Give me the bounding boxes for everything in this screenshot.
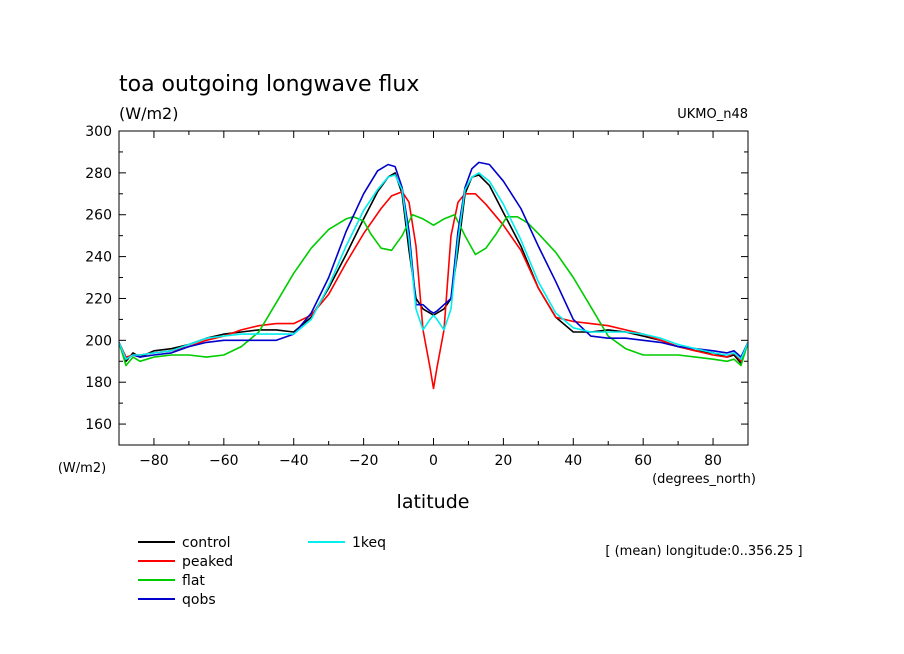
footnote: [ (mean) longitude:0..356.25 ] [605,544,802,559]
model-label: UKMO_n48 [677,107,748,122]
x-tick-label: −60 [209,453,239,469]
x-tick-label: 0 [429,453,438,469]
series-line-flat [119,213,748,367]
y-tick-label: 240 [85,250,112,266]
y-tick-label: 220 [85,291,112,307]
legend-label: flat [182,573,205,589]
x-tick-label: −80 [139,453,169,469]
units-label: (W/m2) [119,104,178,123]
x-tick-label: 20 [494,453,512,469]
series-line-1keq [119,172,748,360]
legend-label: qobs [182,592,216,608]
x-axis-label: latitude [397,491,470,513]
plot-lines [119,161,748,390]
legend-label: control [182,535,231,551]
legend: control peaked flat qobs 1keq [138,535,386,608]
x-axis-units: (degrees_north) [652,472,756,487]
y-tick-label: 200 [85,333,112,349]
series-line-control [119,172,748,365]
plot-frame [118,130,749,446]
axes: −80 −60 −40 −20 0 20 40 60 80 160 180 200 220 240 260 2… [85,124,749,469]
y-tick-label: 180 [85,375,112,391]
x-tick-label: 80 [704,453,722,469]
y-axis-label: (W/m2) [58,461,106,476]
x-tick-label: −40 [279,453,309,469]
y-tick-label: 260 [85,208,112,224]
y-tick-label: 300 [85,124,112,140]
legend-label: peaked [182,554,233,570]
y-tick-label: 160 [85,417,112,433]
legend-label: 1keq [352,535,386,551]
x-tick-label: −20 [349,453,379,469]
y-tick-label: 280 [85,166,112,182]
series-line-qobs [119,161,748,360]
x-tick-label: 60 [634,453,652,469]
chart-title: toa outgoing longwave flux [119,72,419,97]
series-line-peaked [119,190,748,390]
x-tick-label: 40 [564,453,582,469]
